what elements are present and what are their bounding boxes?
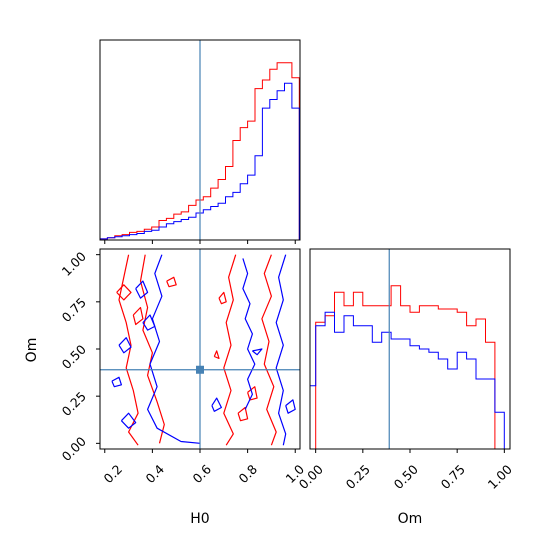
contour-y-tick-labels: 0.00 0.25 0.50 0.75 1.00 <box>59 249 89 464</box>
x-tick-label: 0.75 <box>438 462 468 492</box>
histogram-step-series <box>99 62 300 240</box>
y-axis-label-Om: Om <box>24 338 40 363</box>
contour-H0-Om-panel <box>96 248 301 453</box>
y-tick-label: 1.00 <box>59 249 89 279</box>
contour-line <box>213 350 220 359</box>
x-tick-label: 0.2 <box>100 461 125 486</box>
contour-line <box>285 399 296 414</box>
histogram-H0-panel <box>99 39 301 244</box>
histogram-Om-panel <box>309 248 511 453</box>
panel-frame <box>309 248 511 450</box>
contour-line <box>223 254 237 446</box>
x-tick-label: 1.00 <box>485 462 515 492</box>
x-axis-label-Om: Om <box>398 511 423 527</box>
x-tick-label: 0.50 <box>391 462 421 492</box>
contour-line <box>247 386 258 401</box>
x-tick-label: 0.4 <box>142 461 167 486</box>
contour-line <box>139 254 165 444</box>
contour-x-tick-labels: 0.2 0.4 0.6 0.8 1.0 <box>100 461 307 486</box>
contour-line <box>111 376 122 388</box>
contour-line <box>116 284 132 301</box>
y-tick-label: 0.00 <box>59 434 89 464</box>
contour-line <box>211 397 222 412</box>
panel-frame <box>99 39 301 241</box>
contour-line <box>242 258 256 410</box>
x-tick-label: 0.8 <box>235 461 260 486</box>
histogram-step-series <box>310 285 505 450</box>
y-tick-label: 0.25 <box>59 389 89 419</box>
x-tick-label: 0.25 <box>343 462 373 492</box>
contour-line <box>120 412 137 429</box>
contour-line <box>118 254 139 446</box>
contour-line <box>142 314 156 331</box>
histogram-step-series <box>309 311 505 449</box>
y-tick-label: 0.50 <box>59 342 89 372</box>
contour-line <box>147 254 201 444</box>
contour-line <box>237 406 249 422</box>
contour-line <box>135 280 149 299</box>
contour-line <box>166 276 177 288</box>
y-tick-label: 0.75 <box>59 295 89 325</box>
panel-frame <box>99 248 301 450</box>
contour-line <box>261 254 277 446</box>
x-axis-label-H0: H0 <box>190 511 209 527</box>
contour-line <box>275 254 287 446</box>
hist-Om-x-tick-labels: 0.00 0.25 0.50 0.75 1.00 <box>296 462 515 492</box>
truth-marker <box>196 365 204 374</box>
contour-line <box>132 306 144 326</box>
contour-line <box>252 348 263 356</box>
contour-lines <box>111 254 296 446</box>
contour-line <box>118 337 132 354</box>
contour-line <box>218 291 227 305</box>
x-tick-label: 0.6 <box>189 461 214 486</box>
